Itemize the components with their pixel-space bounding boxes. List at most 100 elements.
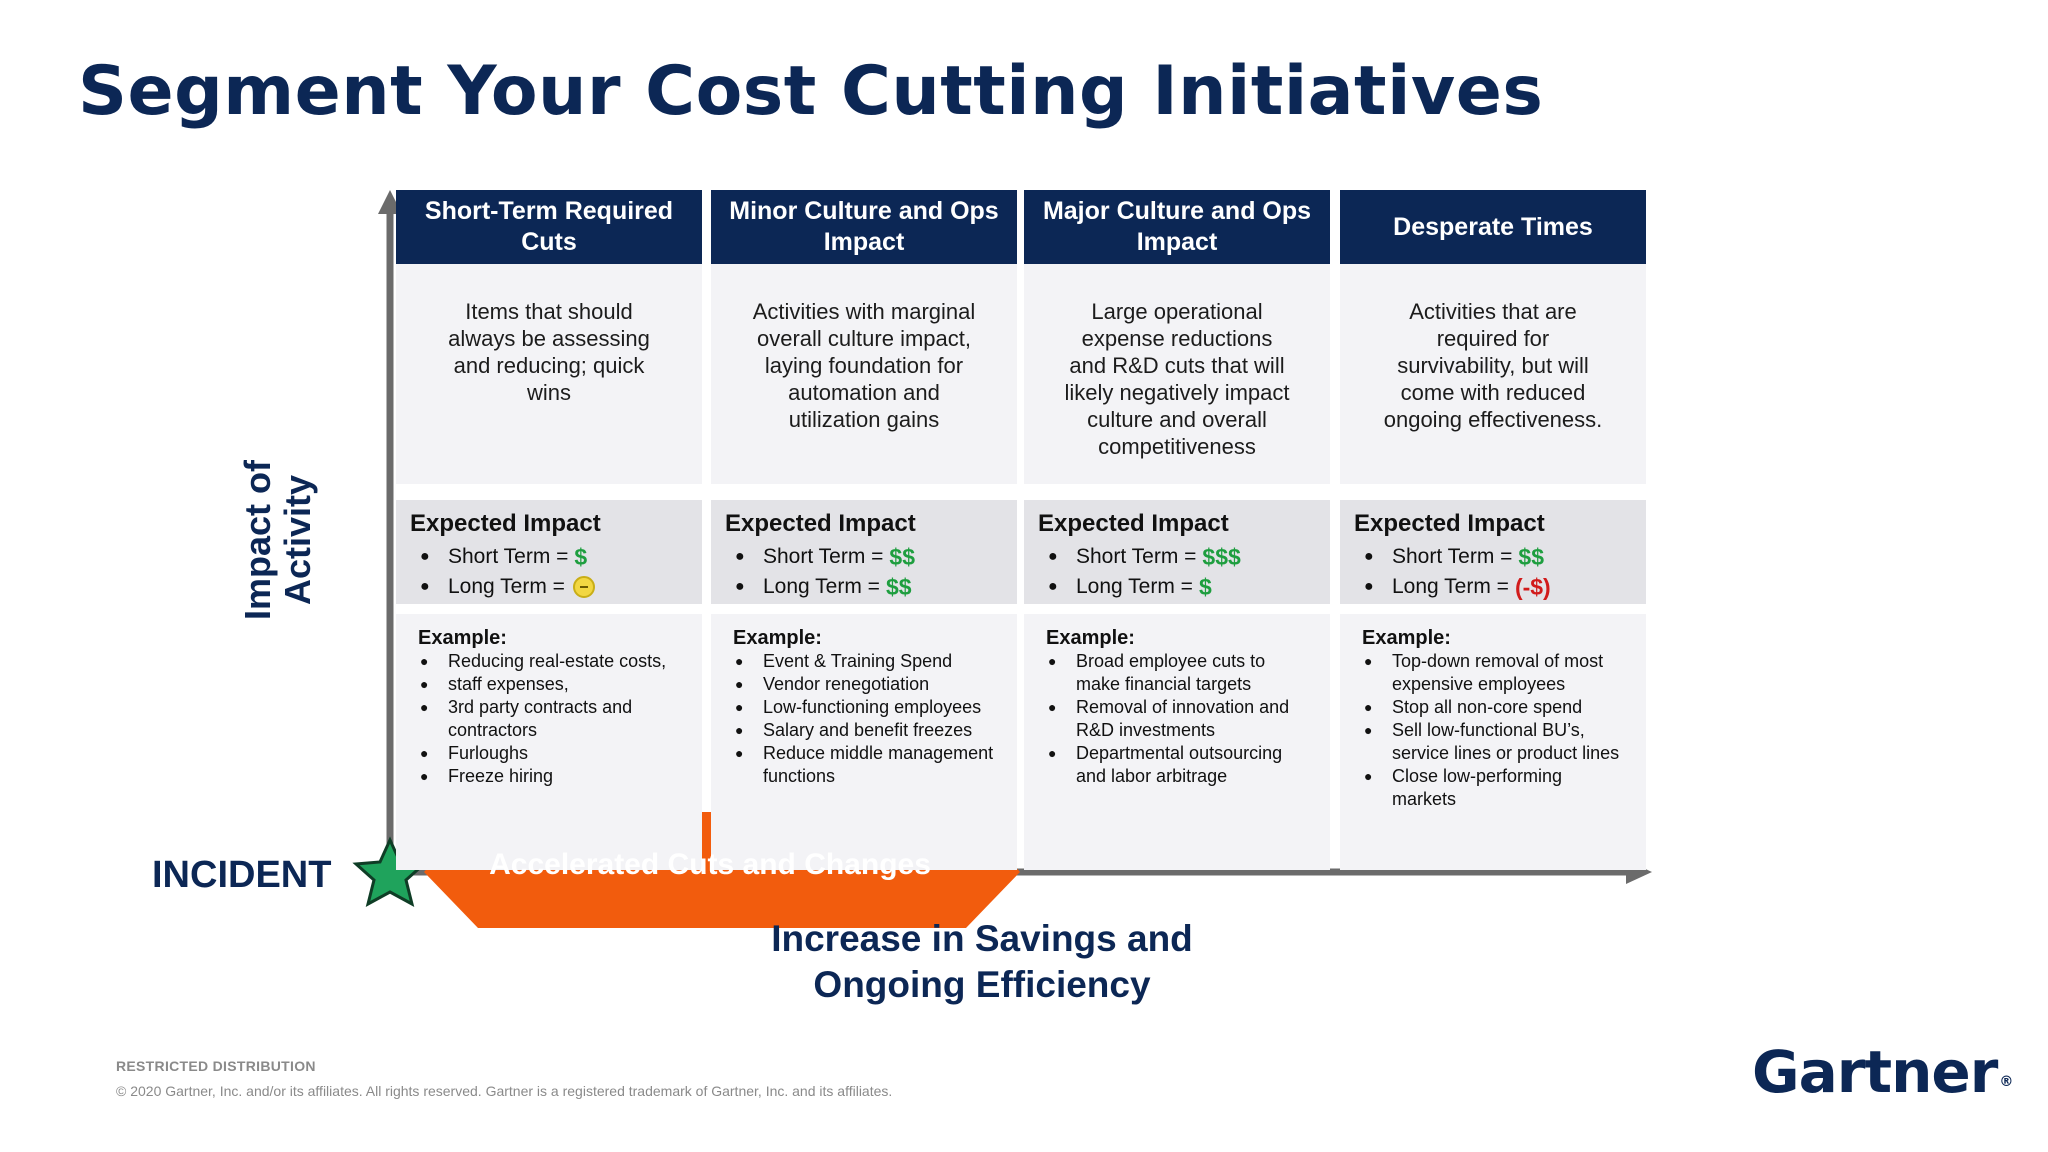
bullet-icon: ● (420, 745, 429, 761)
short-term-line: ● Short Term = $$ (725, 542, 1003, 572)
long-term-value: $$ (885, 574, 912, 600)
example-title: Example: (1362, 627, 1451, 649)
short-term-label: Short Term = (1392, 545, 1513, 568)
long-term-label: Long Term = (448, 575, 565, 598)
list-item: ● Salary and benefit freezes (733, 719, 995, 742)
column-header: Desperate Times (1340, 190, 1646, 264)
list-item: ● staff expenses, (418, 673, 680, 696)
list-item-text: Departmental outsourcing and labor arbit… (1076, 743, 1283, 786)
example-box: Example: ● Event & Training Spend ● Vendor… (711, 614, 1017, 870)
example-title: Example: (418, 627, 507, 649)
column-header: Minor Culture and Ops Impact (711, 190, 1017, 264)
registered-mark: ® (1999, 1074, 2013, 1090)
example-list: ● Reducing real-estate costs, ● staff expe… (418, 650, 680, 788)
short-term-label: Short Term = (1076, 545, 1197, 568)
bullet-icon: ● (1048, 745, 1057, 761)
long-term-label: Long Term = (763, 575, 880, 598)
bullet-icon: ● (735, 699, 744, 715)
bullet-icon: ● (1048, 578, 1058, 595)
list-item-text: Event & Training Spend (763, 651, 953, 671)
example-box: Example: ● Top-down removal of most expen… (1340, 614, 1646, 870)
accelerated-cuts-label: Accelerated Cuts and Changes (489, 848, 931, 881)
bullet-icon: ● (1364, 722, 1373, 738)
list-item: ● Departmental outsourcing and labor arbi… (1046, 742, 1308, 788)
list-item: ● Sell low-functional BU’s, service lines… (1362, 719, 1624, 765)
column-description: Activities that are required for surviva… (1340, 264, 1646, 484)
column-header: Major Culture and Ops Impact (1024, 190, 1330, 264)
y-axis-label-line2: Activity (277, 474, 318, 606)
bullet-icon: ● (1364, 768, 1373, 784)
expected-impact-box: Expected Impact ● Short Term = $$$ ● Lon… (1024, 500, 1330, 604)
gartner-logo: Gartner ® (1752, 1038, 2013, 1106)
example-box: Example: ● Reducing real-estate costs, ● s… (396, 614, 702, 870)
expected-impact-box: Expected Impact ● Short Term = $$ ● Long… (1340, 500, 1646, 604)
bullet-icon: ● (735, 745, 744, 761)
restricted-distribution-label: RESTRICTED DISTRIBUTION (116, 1058, 316, 1074)
y-axis-label-line1: Impact of (237, 459, 278, 621)
long-term-value: (-$) (1514, 574, 1551, 600)
column-description: Items that should always be assessing an… (396, 264, 702, 484)
example-box: Example: ● Broad employee cuts to make fi… (1024, 614, 1330, 870)
list-item: ● Reducing real-estate costs, (418, 650, 680, 673)
list-item-text: Broad employee cuts to make financial ta… (1076, 651, 1266, 694)
y-axis-label-text: Impact of Activity (237, 459, 318, 621)
list-item-text: Furloughs (448, 743, 529, 763)
list-item: ● Removal of innovation and R&D investmen… (1046, 696, 1308, 742)
list-item-text: 3rd party contracts and contractors (448, 697, 633, 740)
long-term-line: ● Long Term = (-$) (1354, 572, 1632, 602)
bullet-icon: ● (1364, 548, 1374, 565)
bullet-icon: ● (1364, 699, 1373, 715)
bullet-icon: ● (420, 699, 429, 715)
short-term-label: Short Term = (763, 545, 884, 568)
list-item: ● Furloughs (418, 742, 680, 765)
short-term-line: ● Short Term = $ (410, 542, 688, 572)
impact-title: Expected Impact (1354, 510, 1545, 537)
bullet-icon: ● (1048, 653, 1057, 669)
list-item: ● Low-functioning employees (733, 696, 995, 719)
bullet-icon: ● (735, 578, 745, 595)
list-item-text: Salary and benefit freezes (763, 720, 973, 740)
short-term-line: ● Short Term = $$ (1354, 542, 1632, 572)
bullet-icon: ● (735, 722, 744, 738)
short-term-value: $$$ (1202, 544, 1241, 570)
example-title: Example: (1046, 627, 1135, 649)
neutral-face-icon (572, 576, 595, 598)
list-item-text: Freeze hiring (448, 766, 554, 786)
bullet-icon: ● (420, 676, 429, 692)
long-term-line: ● Long Term = (410, 572, 688, 602)
list-item: ● Top-down removal of most expensive empl… (1362, 650, 1624, 696)
bullet-icon: ● (420, 768, 429, 784)
bullet-icon: ● (735, 676, 744, 692)
list-item-text: Removal of innovation and R&D investment… (1076, 697, 1290, 740)
short-term-label: Short Term = (448, 545, 569, 568)
impact-title: Expected Impact (725, 510, 916, 537)
long-term-line: ● Long Term = $$ (725, 572, 1003, 602)
example-list: ● Event & Training Spend ● Vendor renegoti… (733, 650, 995, 788)
list-item: ● 3rd party contracts and contractors (418, 696, 680, 742)
logo-text: Gartner (1752, 1038, 1998, 1106)
example-list: ● Top-down removal of most expensive empl… (1362, 650, 1624, 811)
example-list: ● Broad employee cuts to make financial t… (1046, 650, 1308, 788)
list-item-text: Reducing real-estate costs, (448, 651, 667, 671)
column-header: Short-Term Required Cuts (396, 190, 702, 264)
list-item: ● Broad employee cuts to make financial t… (1046, 650, 1308, 696)
long-term-label: Long Term = (1076, 575, 1193, 598)
column-description: Large operational expense reductions and… (1024, 264, 1330, 484)
list-item-text: Vendor renegotiation (763, 674, 930, 694)
expected-impact-box: Expected Impact ● Short Term = $$ ● Long… (711, 500, 1017, 604)
column-description: Activities with marginal overall culture… (711, 264, 1017, 484)
bullet-icon: ● (735, 653, 744, 669)
short-term-value: $$ (1518, 544, 1545, 570)
example-title: Example: (733, 627, 822, 649)
list-item: ● Reduce middle management functions (733, 742, 995, 788)
list-item-text: Low-functioning employees (763, 697, 982, 717)
impact-title: Expected Impact (1038, 510, 1229, 537)
bullet-icon: ● (1364, 653, 1373, 669)
expected-impact-box: Expected Impact ● Short Term = $ ● Long … (396, 500, 702, 604)
copyright-text: © 2020 Gartner, Inc. and/or its affiliat… (116, 1083, 893, 1099)
short-term-value: $$ (889, 544, 916, 570)
bullet-icon: ● (735, 548, 745, 565)
list-item: ● Vendor renegotiation (733, 673, 995, 696)
long-term-line: ● Long Term = $ (1038, 572, 1316, 602)
list-item: ● Event & Training Spend (733, 650, 995, 673)
